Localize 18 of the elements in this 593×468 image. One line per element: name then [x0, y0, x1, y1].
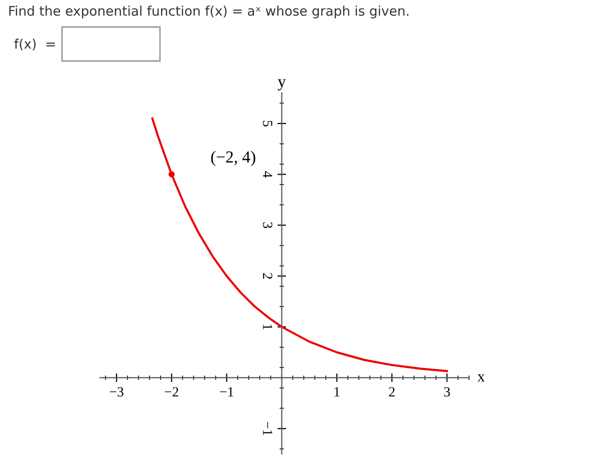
y-tick-label: 1 — [263, 324, 272, 330]
x-axis-title: x — [477, 374, 485, 382]
y-tick-label: 3 — [262, 222, 272, 228]
y-tick-label: −1 — [263, 422, 272, 436]
y-tick-label: 5 — [262, 120, 272, 126]
x-tick-label: 1 — [334, 387, 340, 396]
annotation: (−2, 4) — [211, 150, 256, 166]
y-tick-label: 4 — [263, 171, 272, 178]
x-tick-label: 3 — [444, 387, 450, 397]
y-axis-title: y — [278, 79, 286, 90]
y-tick-label: 2 — [263, 273, 272, 279]
x-tick-label: −2 — [164, 387, 178, 396]
line-series — [151, 117, 448, 372]
text: f(x) = — [14, 38, 55, 50]
x-tick-label: −1 — [220, 387, 234, 396]
x-tick-label: −3 — [110, 387, 124, 397]
text: Find the exponential function f(x) = aˣ whose graph is given. — [9, 6, 408, 18]
x-tick-label: 2 — [389, 387, 395, 396]
